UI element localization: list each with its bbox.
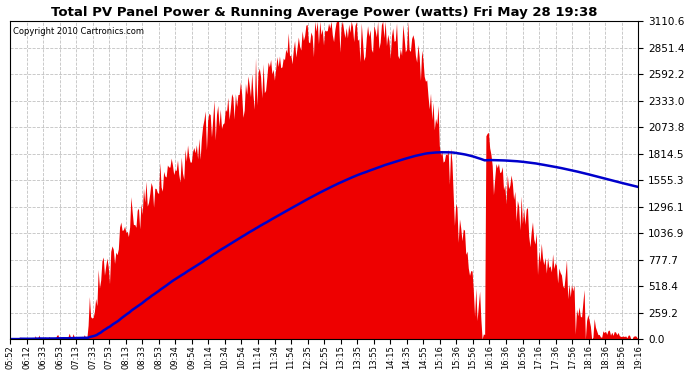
Title: Total PV Panel Power & Running Average Power (watts) Fri May 28 19:38: Total PV Panel Power & Running Average P… <box>51 6 598 18</box>
Text: Copyright 2010 Cartronics.com: Copyright 2010 Cartronics.com <box>13 27 144 36</box>
